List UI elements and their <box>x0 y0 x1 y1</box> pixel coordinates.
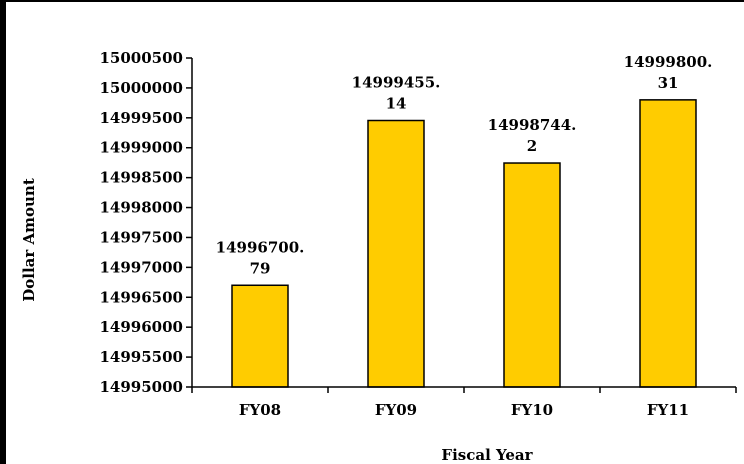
data-label: 79 <box>250 259 271 277</box>
data-label: 14996700. <box>216 238 305 256</box>
bars-group <box>231 99 697 388</box>
x-category-label: FY10 <box>511 401 553 419</box>
y-tick-label: 14997500 <box>100 228 184 246</box>
x-category-label: FY11 <box>647 401 689 419</box>
y-tick-label: 14996500 <box>100 288 184 306</box>
y-tick-label: 14995000 <box>100 378 184 396</box>
data-label: 31 <box>658 74 679 92</box>
y-tick-label: 15000500 <box>100 49 184 67</box>
y-tick-label: 14998500 <box>100 169 184 187</box>
bar-fy09 <box>367 119 425 388</box>
data-label: 2 <box>527 137 537 155</box>
bar-fy08 <box>231 284 289 388</box>
x-category-label: FY09 <box>375 401 417 419</box>
y-axis-ticks: 14995000 14995500 14996000 14996500 14997000… <box>100 49 192 396</box>
y-tick-label: 14996000 <box>100 318 184 336</box>
data-label: 14998744. <box>488 116 577 134</box>
y-axis-title: Dollar Amount <box>20 178 38 302</box>
bar-fy10 <box>503 162 561 388</box>
data-label: 14 <box>386 95 407 113</box>
data-label: 14999800. <box>624 53 713 71</box>
x-category-label: FY08 <box>239 401 281 419</box>
y-tick-label: 14998000 <box>100 199 184 217</box>
y-tick-label: 14995500 <box>100 348 184 366</box>
y-tick-label: 14997000 <box>100 258 184 276</box>
axes-group <box>191 58 737 393</box>
data-label: 14999455. <box>352 74 441 92</box>
y-tick-label: 15000000 <box>100 79 184 97</box>
x-axis-categories: FY08 FY09 FY10 FY11 <box>239 401 689 419</box>
bar-fy11 <box>639 99 697 388</box>
y-tick-label: 14999000 <box>100 139 184 157</box>
data-labels-group: 14996700. 79 14999455. 14 14998744. 2 14999800… <box>216 53 713 277</box>
x-axis-title: Fiscal Year <box>441 446 533 464</box>
y-tick-label: 14999500 <box>100 109 184 127</box>
